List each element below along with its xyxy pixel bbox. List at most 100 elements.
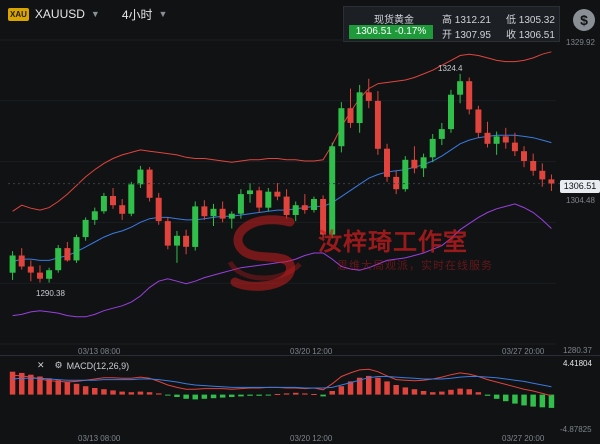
candle-body <box>183 235 190 247</box>
candle-body <box>347 108 354 123</box>
macd-histogram-bar <box>183 394 189 399</box>
macd-histogram-bar <box>484 394 491 396</box>
watermark-subtitle: 思维大局观派，实时在线服务 <box>337 260 493 272</box>
macd-histogram-bar <box>311 394 317 395</box>
macd-histogram-bar <box>146 392 153 395</box>
candle-body <box>548 179 555 184</box>
gear-icon[interactable]: ⚙ <box>54 360 63 370</box>
price-axis-label: 1280.37 <box>563 346 592 355</box>
candle-body <box>283 196 290 215</box>
watermark-logo <box>220 212 312 292</box>
macd-histogram-bar <box>128 392 135 395</box>
macd-histogram-bar <box>448 389 454 395</box>
macd-histogram-bar <box>420 391 427 395</box>
macd-histogram-bar <box>37 376 43 395</box>
macd-axis-label: 4.41804 <box>563 359 592 368</box>
macd-histogram-bar <box>430 392 436 395</box>
candle-body <box>82 219 89 238</box>
macd-histogram-bar <box>64 382 71 395</box>
macd-histogram-bar <box>521 394 527 406</box>
candle-body <box>37 272 43 279</box>
candle-body <box>475 109 482 133</box>
macd-histogram-bar <box>9 371 16 395</box>
macd-histogram-bar <box>338 386 345 395</box>
macd-histogram-bar <box>393 385 399 395</box>
candle-body <box>265 191 272 208</box>
macd-axis-label: -4.87825 <box>560 425 592 434</box>
macd-histogram-bar <box>110 390 116 395</box>
upper-band-line <box>12 51 552 212</box>
macd-histogram-bar <box>402 387 409 395</box>
macd-histogram-bar <box>55 380 61 395</box>
candle-body <box>448 94 454 130</box>
macd-histogram-bar <box>119 391 125 395</box>
candle-body <box>429 138 436 158</box>
macd-histogram-bar <box>46 378 52 395</box>
candle-body <box>311 199 317 210</box>
candle-body <box>110 196 116 206</box>
symbol-bar: XAU XAUUSD ▼ 4小时 ▼ <box>0 0 340 28</box>
price-change-badge: 1306.51 -0.17% <box>349 25 433 39</box>
macd-signal-line <box>12 376 552 389</box>
macd-histogram-bar <box>28 374 34 395</box>
timeframe-chevron-down-icon[interactable]: ▼ <box>158 9 168 19</box>
middle-band-line <box>12 134 552 263</box>
macd-histogram-bar <box>329 391 335 395</box>
candle-body <box>247 190 253 195</box>
macd-histogram-bar <box>320 394 326 397</box>
time-axis-label: 03/20 12:00 <box>290 434 333 443</box>
symbol-badge: XAU <box>8 7 29 21</box>
macd-histogram-bar <box>302 393 308 395</box>
candle-body <box>329 146 336 235</box>
price-axis-label: 1329.92 <box>566 38 595 47</box>
chevron-down-icon[interactable]: ▼ <box>90 9 100 19</box>
time-axis-label: 03/27 20:00 <box>502 434 545 443</box>
macd-histogram-bar <box>73 383 80 395</box>
macd-histogram-bar <box>293 392 299 395</box>
candle-body <box>228 213 235 219</box>
dollar-icon[interactable]: $ <box>573 9 595 31</box>
macd-histogram-bar <box>156 393 162 395</box>
candle-body <box>338 108 345 147</box>
macd-histogram-bar <box>548 394 555 408</box>
macd-histogram-bar <box>137 391 144 395</box>
candle-body <box>27 266 34 273</box>
candle-body <box>502 136 509 143</box>
macd-label: MACD(12,26,9) <box>66 360 130 371</box>
time-axis-label: 03/13 08:00 <box>78 434 121 443</box>
macd-histogram-bar <box>439 391 445 395</box>
pane-divider[interactable] <box>0 355 600 356</box>
candle-body <box>210 208 217 217</box>
candle-body <box>274 191 281 197</box>
candle-body <box>539 170 546 180</box>
candle-body <box>119 205 126 214</box>
symbol-selector[interactable]: XAUUSD <box>34 7 85 21</box>
macd-histogram-bar <box>457 388 463 395</box>
candle-body <box>438 129 445 139</box>
macd-histogram-bar <box>466 389 472 395</box>
candle-body <box>292 205 299 215</box>
candle-body <box>237 194 244 214</box>
macd-histogram-bar <box>356 377 363 395</box>
candle-body <box>128 184 135 214</box>
price-axis-label: 1304.48 <box>566 196 595 205</box>
candle-body <box>174 235 180 246</box>
macd-histogram-bar <box>201 394 208 399</box>
candle-body <box>301 205 308 211</box>
timeframe-selector[interactable]: 4小时 <box>121 7 153 22</box>
macd-histogram-bar <box>229 394 235 397</box>
candle-body <box>530 161 537 171</box>
candle-body <box>91 211 98 220</box>
candle-body <box>219 208 226 219</box>
macd-histogram-bar <box>411 389 418 395</box>
close-icon[interactable]: ✕ <box>37 360 45 370</box>
macd-histogram-bar <box>274 394 281 395</box>
candle-body <box>402 159 409 190</box>
candle-body <box>457 81 464 95</box>
candle-body <box>192 206 199 247</box>
macd-histogram-bar <box>238 394 244 397</box>
time-axis-label: 03/20 12:00 <box>290 347 333 356</box>
candle-body <box>64 248 71 261</box>
watermark-title: 汝梓琦工作室 <box>318 229 468 256</box>
